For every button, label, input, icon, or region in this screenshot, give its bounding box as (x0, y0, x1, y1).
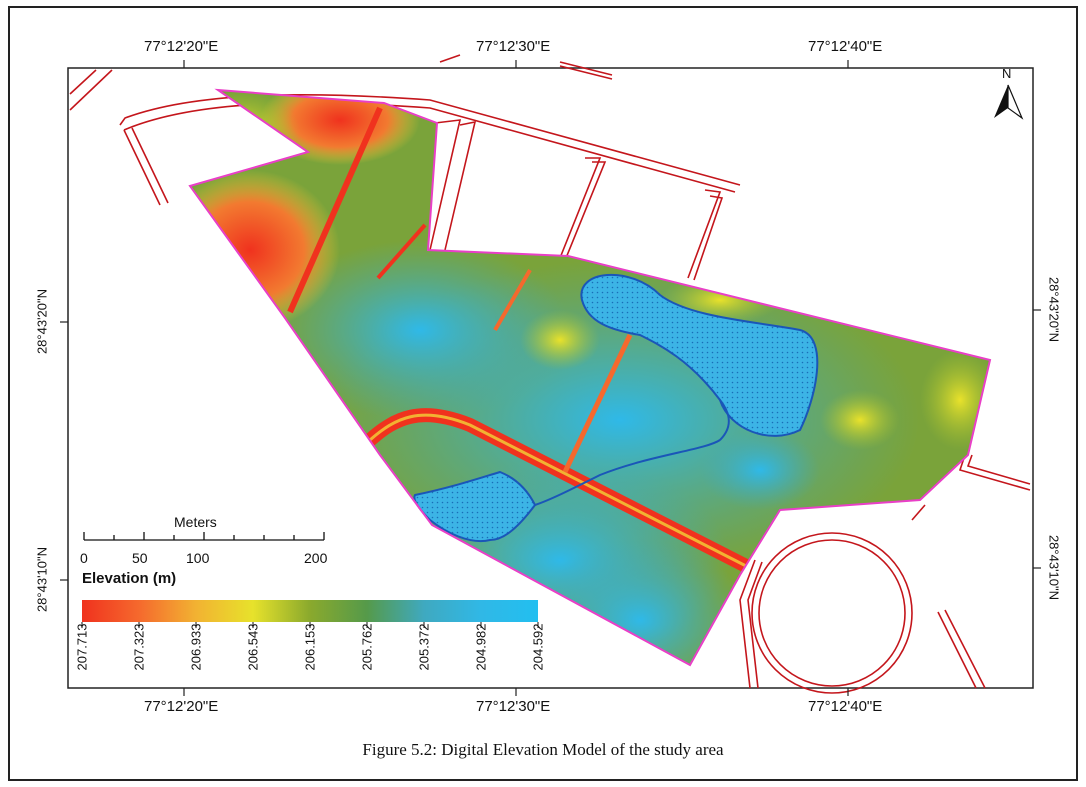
bottom-longitude-label: 77°12'30"E (476, 698, 551, 715)
bottom-longitude-label: 77°12'20"E (144, 698, 219, 715)
legend-color-ramp (82, 600, 538, 622)
legend-ticks (81, 622, 539, 628)
legend-title: Elevation (m) (82, 570, 177, 587)
figure-frame (8, 6, 1078, 781)
scale-bar-title: Meters (174, 514, 217, 530)
figure-caption: Figure 5.2: Digital Elevation Model of t… (362, 740, 724, 759)
pond-north (580, 274, 819, 437)
legend-value-label: 207.323 (131, 623, 147, 671)
graticule-ticks (60, 60, 1041, 696)
legend-value-label: 205.762 (359, 623, 375, 671)
legend-value-label: 204.592 (530, 623, 546, 671)
scale-tick-label: 100 (186, 550, 210, 566)
legend-value-label: 206.543 (245, 623, 261, 671)
roundabout-outer (751, 532, 913, 694)
top-longitude-label: 77°12'40"E (808, 38, 883, 55)
roundabout-inner (758, 539, 906, 687)
bottom-longitude-label: 77°12'40"E (808, 698, 883, 715)
legend-value-label: 206.933 (188, 623, 204, 671)
scale-tick-label: 0 (80, 550, 88, 566)
road-network (69, 54, 1031, 689)
study-area-boundary (188, 88, 992, 667)
legend-value-label: 205.372 (416, 623, 432, 671)
pond-south (413, 470, 537, 543)
scale-tick-label: 200 (304, 550, 328, 566)
top-longitude-label: 77°12'20"E (144, 38, 219, 55)
legend-value-label: 206.153 (302, 623, 318, 671)
top-longitude-label: 77°12'30"E (476, 38, 551, 55)
right-latitude-label: 28°43'20"N (1046, 276, 1062, 343)
left-latitude-label: 28°43'20"N (34, 288, 50, 355)
north-label: N (1002, 66, 1012, 81)
scale-bar (83, 532, 325, 541)
left-latitude-label: 28°43'10"N (34, 546, 50, 613)
legend-value-label: 207.713 (74, 623, 90, 671)
legend-value-label: 204.982 (473, 623, 489, 671)
right-latitude-label: 28°43'10"N (1046, 534, 1062, 601)
channel (534, 439, 721, 506)
scale-tick-label: 50 (132, 550, 148, 566)
north-arrow-icon (994, 84, 1024, 120)
